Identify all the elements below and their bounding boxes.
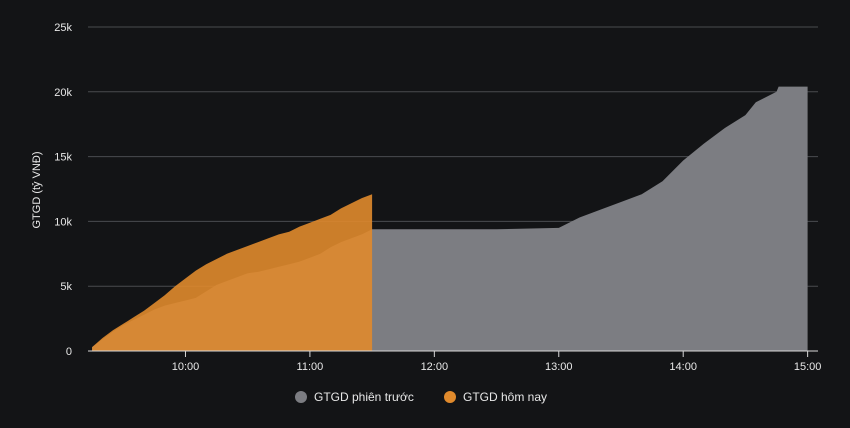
axes: 0 5k 10k 15k 20k 25k 10:00 11:00 12:00 13:00 14:00… (54, 22, 821, 373)
legend-item-previous-session[interactable]: GTGD phiên trước (295, 390, 414, 404)
legend-item-today[interactable]: GTGD hôm nay (444, 390, 547, 404)
x-tick-label: 11:00 (297, 361, 324, 373)
y-tick-label: 15k (54, 152, 72, 164)
x-tick-label: 10:00 (172, 361, 200, 373)
y-tick-label: 5k (60, 281, 72, 293)
legend-marker (295, 391, 307, 403)
x-tick-label: 14:00 (669, 361, 697, 373)
y-tick-label: 0 (66, 346, 72, 358)
x-tick-label: 12:00 (421, 361, 449, 373)
legend: GTGD phiên trước GTGD hôm nay (295, 390, 547, 404)
series-area-today (92, 194, 373, 351)
legend-marker (444, 391, 456, 403)
legend-label: GTGD phiên trước (314, 390, 414, 404)
legend-label: GTGD hôm nay (463, 390, 547, 404)
x-tick-label: 13:00 (545, 361, 573, 373)
x-tick-label: 15:00 (794, 361, 822, 373)
y-tick-label: 25k (54, 22, 72, 34)
y-tick-label: 10k (54, 216, 72, 228)
series-areas (92, 86, 808, 351)
y-axis-label: GTGD (tỷ VNĐ) (31, 152, 43, 229)
y-tick-label: 20k (54, 87, 72, 99)
